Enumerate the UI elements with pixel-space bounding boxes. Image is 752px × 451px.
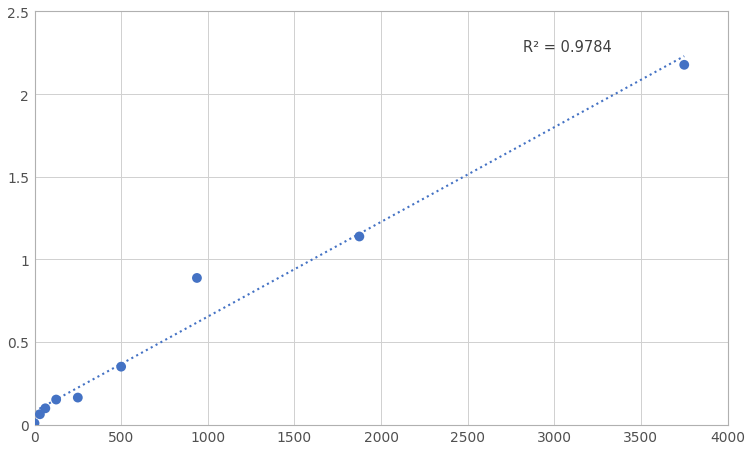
Point	[353, 233, 365, 240]
Point	[115, 363, 127, 370]
Point	[191, 275, 203, 282]
Text: R² = 0.9784: R² = 0.9784	[523, 40, 612, 55]
Point	[71, 394, 83, 401]
Point	[50, 396, 62, 403]
Point	[34, 411, 46, 418]
Point	[29, 419, 41, 427]
Point	[39, 405, 51, 412]
Point	[678, 62, 690, 69]
